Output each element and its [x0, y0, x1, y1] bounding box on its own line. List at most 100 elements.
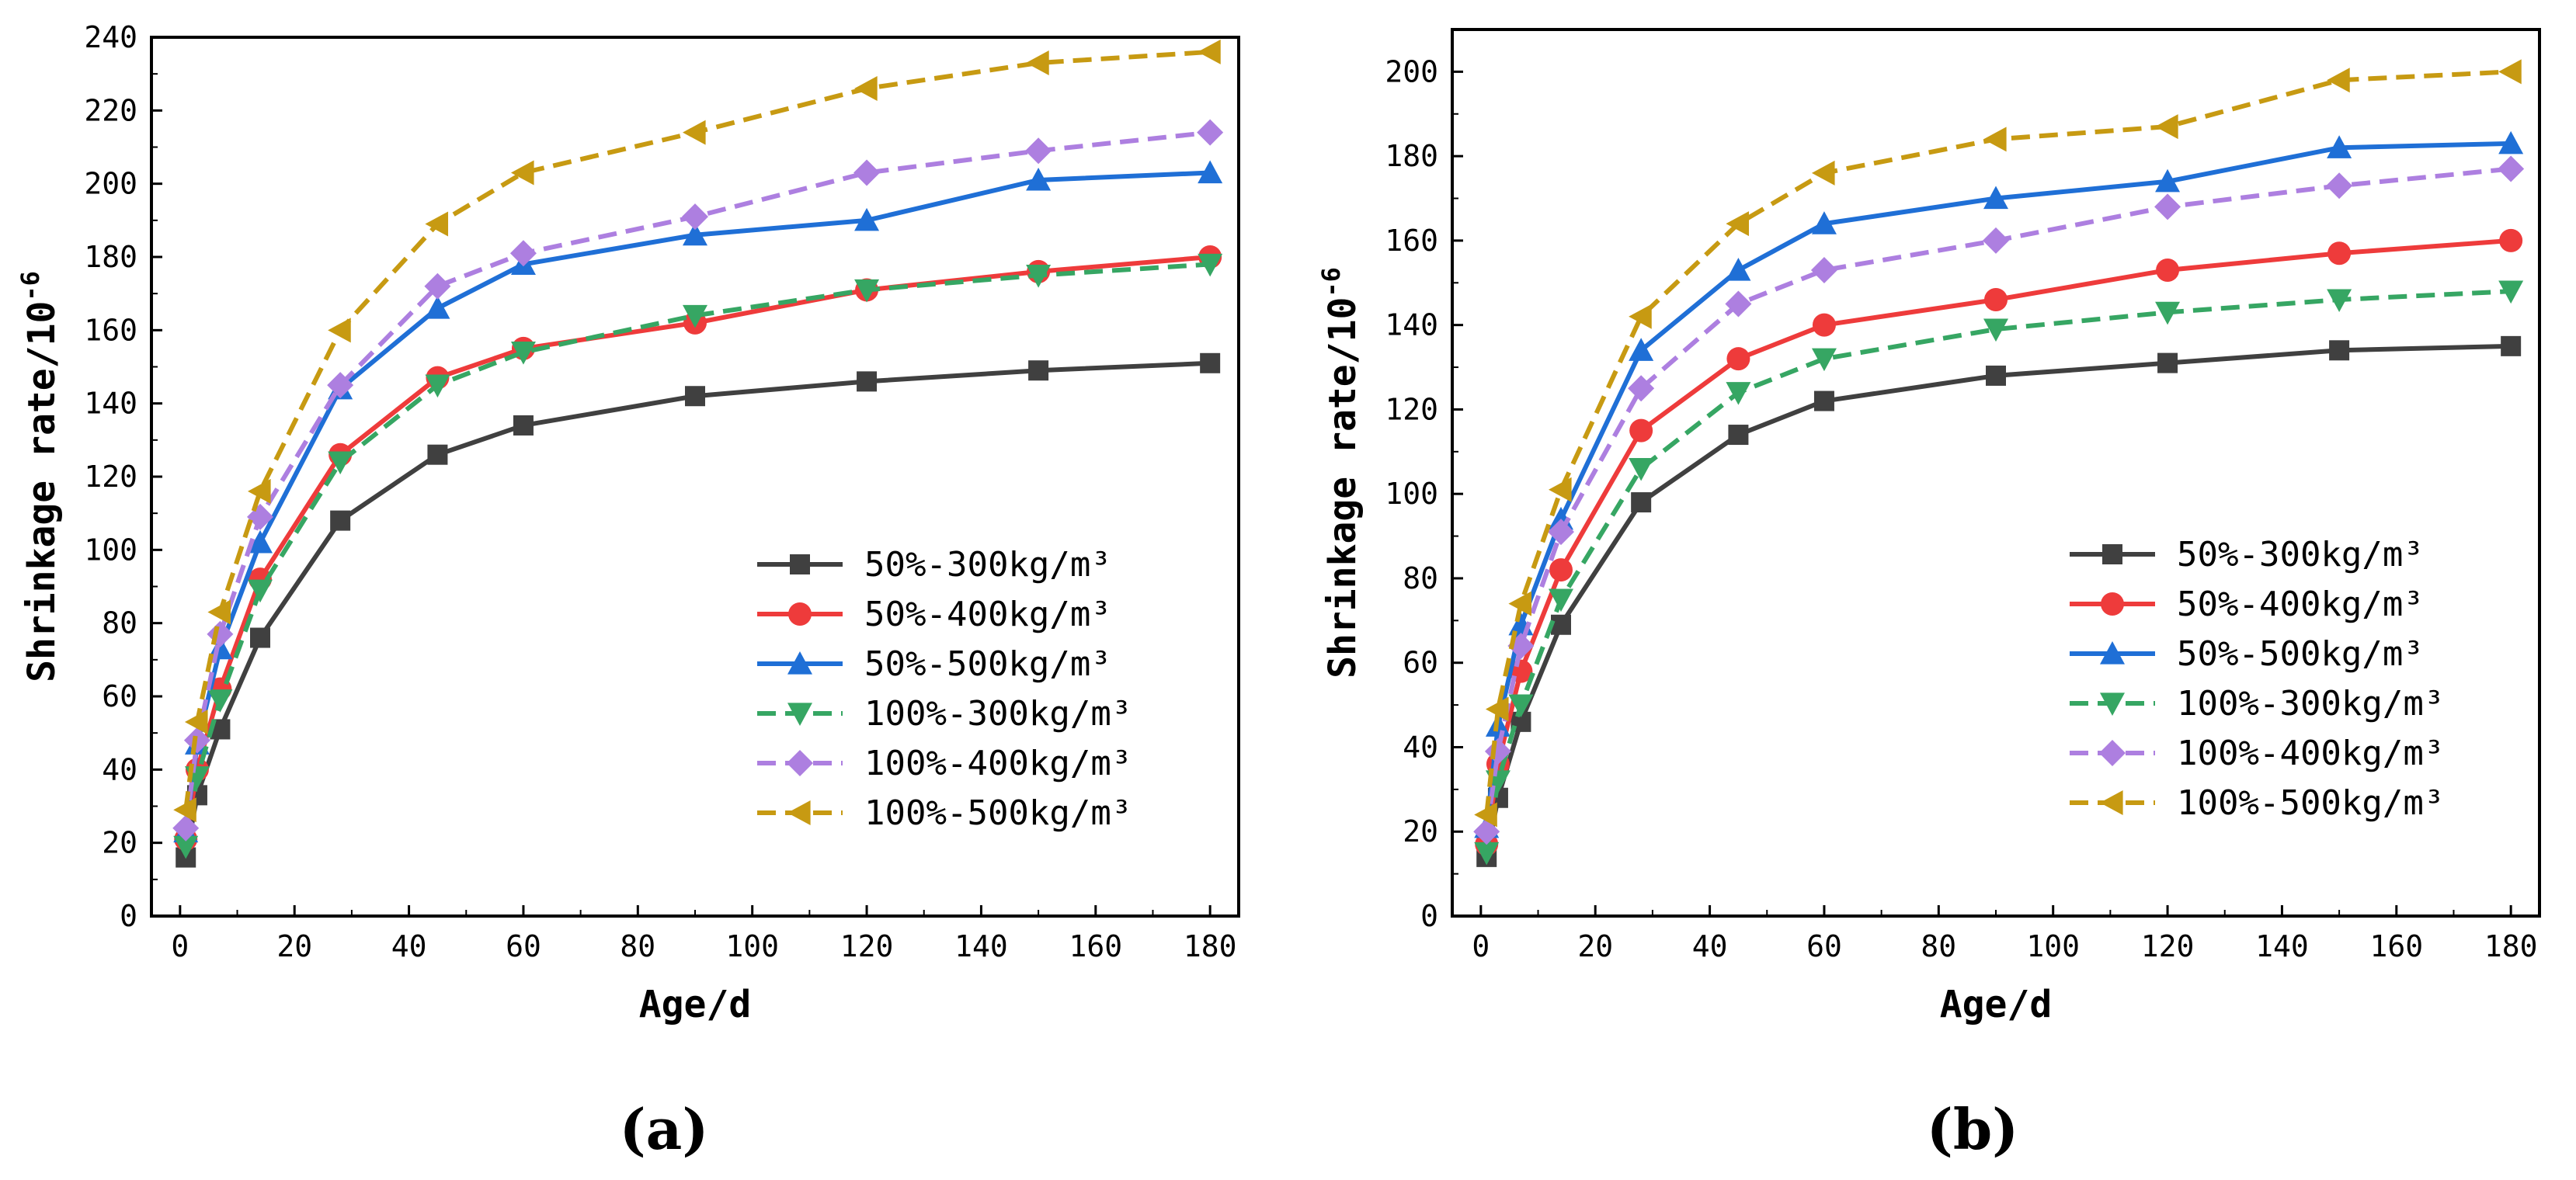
- series-group: [1473, 59, 2525, 867]
- x-tick-label: 80: [620, 929, 655, 963]
- y-tick-label: 180: [84, 240, 137, 274]
- x-axis-ticks: 0 20 40 60 80 100 120 140 160 180: [171, 905, 1236, 963]
- y-axis-ticks: 0 20 40 60 80 100 120 140 160 180 200: [1385, 54, 1463, 933]
- data-point: [2498, 130, 2524, 154]
- data-point: [1812, 313, 1836, 337]
- data-point: [248, 529, 273, 554]
- x-tick-label: 80: [1921, 929, 1956, 963]
- data-point: [1629, 418, 1653, 442]
- y-tick-label: 180: [1385, 139, 1438, 173]
- data-point: [513, 415, 534, 436]
- data-point: [2156, 258, 2180, 282]
- data-point: [854, 279, 880, 303]
- legend-label: 100%-500kg/m³: [864, 793, 1132, 833]
- x-axis-title: Age/d: [1940, 983, 2053, 1026]
- legend: 50%-300kg/m³ 50%-400kg/m³ 50%-500kg/m³ 100%…: [2070, 535, 2444, 823]
- legend-marker: [787, 750, 813, 776]
- data-point: [1028, 360, 1049, 381]
- data-point: [1725, 290, 1752, 318]
- data-point: [2155, 114, 2178, 140]
- data-point: [1026, 167, 1052, 191]
- legend-label: 50%-400kg/m³: [2177, 585, 2424, 624]
- data-point: [1813, 390, 1834, 411]
- data-point: [2327, 68, 2350, 93]
- data-point: [1726, 257, 1751, 281]
- y-tick-label: 120: [1385, 392, 1438, 426]
- y-tick-label: 240: [84, 20, 137, 54]
- series-group: [172, 39, 1224, 868]
- data-point: [1629, 457, 1654, 481]
- y-axis-title-text: Shrinkage rate/10: [1321, 297, 1364, 678]
- data-point: [2498, 59, 2522, 85]
- legend-marker: [2101, 592, 2124, 616]
- data-point: [248, 478, 271, 504]
- data-point: [683, 222, 707, 246]
- legend-label: 50%-300kg/m³: [2177, 535, 2424, 574]
- data-point: [1728, 425, 1749, 446]
- data-point: [1628, 375, 1655, 402]
- data-point: [857, 371, 878, 392]
- data-point: [2155, 168, 2181, 193]
- data-point: [1485, 696, 1509, 722]
- y-tick-label: 0: [120, 899, 137, 933]
- data-point: [425, 296, 450, 319]
- chart-panel-b: 0 20 40 60 80 100 120 140 160 180 0 20 40 60 80 100 120 1…: [1316, 28, 2541, 1162]
- data-point: [328, 318, 351, 343]
- legend-label: 50%-500kg/m³: [2177, 634, 2424, 674]
- data-point: [250, 627, 270, 648]
- data-point: [2501, 335, 2522, 356]
- x-tick-label: 60: [506, 929, 541, 963]
- x-tick-label: 180: [1184, 929, 1237, 963]
- data-point: [328, 451, 353, 475]
- data-point: [1983, 227, 2009, 254]
- data-point: [173, 797, 196, 823]
- data-point: [1549, 477, 1572, 502]
- data-point: [183, 727, 210, 754]
- legend-label: 100%-300kg/m³: [864, 694, 1132, 734]
- data-point: [2154, 193, 2181, 220]
- data-point: [248, 579, 273, 603]
- y-tick-label: 140: [1385, 308, 1438, 342]
- data-point: [1549, 588, 1573, 613]
- legend-label: 100%-500kg/m³: [2177, 783, 2444, 823]
- legend-marker: [787, 703, 812, 726]
- y-tick-label: 40: [1403, 730, 1438, 764]
- y-tick-label: 160: [1385, 224, 1438, 258]
- y-tick-label: 100: [84, 533, 137, 567]
- data-point: [1198, 160, 1223, 184]
- x-tick-label: 100: [725, 929, 779, 963]
- legend-marker: [2100, 692, 2125, 716]
- data-point: [2326, 172, 2353, 200]
- data-point: [330, 510, 351, 531]
- data-point: [1508, 591, 1532, 616]
- data-point: [425, 211, 449, 237]
- x-tick-label: 100: [2026, 929, 2080, 963]
- data-point: [2327, 241, 2352, 266]
- data-point: [1811, 348, 1837, 372]
- x-tick-label: 120: [2141, 929, 2195, 963]
- x-tick-label: 120: [840, 929, 894, 963]
- x-tick-label: 180: [2484, 929, 2538, 963]
- x-tick-label: 20: [276, 929, 312, 963]
- y-tick-label: 40: [102, 752, 137, 786]
- data-point: [427, 444, 448, 465]
- data-point: [1726, 347, 1750, 371]
- data-point: [2155, 301, 2181, 325]
- legend-label: 100%-400kg/m³: [2177, 734, 2444, 773]
- y-tick-label: 200: [84, 167, 137, 201]
- x-tick-label: 140: [954, 929, 1008, 963]
- data-point: [425, 374, 450, 398]
- data-point: [1197, 119, 1224, 146]
- y-tick-label: 60: [102, 679, 137, 713]
- legend-label: 100%-400kg/m³: [864, 744, 1132, 783]
- data-point: [1631, 492, 1652, 513]
- legend-marker: [2100, 641, 2125, 665]
- data-point: [683, 304, 707, 328]
- x-tick-label: 40: [1692, 929, 1728, 963]
- data-point: [683, 120, 706, 145]
- x-axis-title: Age/d: [639, 983, 752, 1026]
- data-point: [1986, 365, 2006, 386]
- y-tick-label: 140: [84, 387, 137, 421]
- data-point: [1726, 211, 1750, 237]
- data-point: [1810, 256, 1837, 283]
